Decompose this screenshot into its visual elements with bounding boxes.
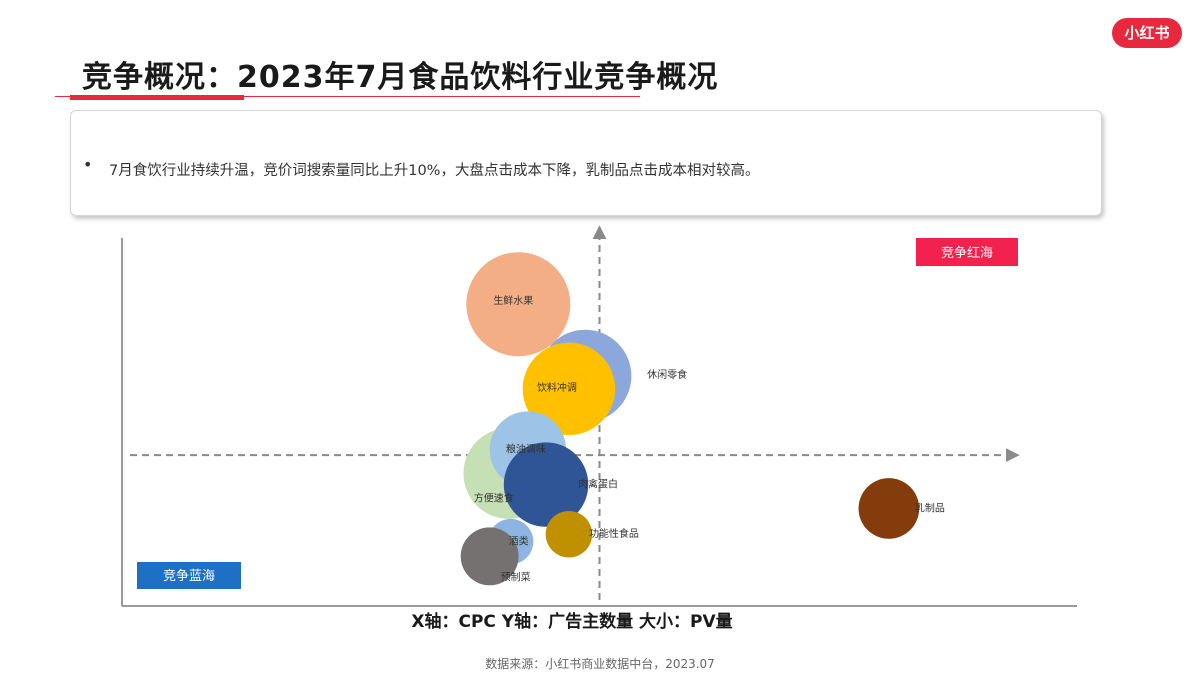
title-underline [55, 96, 640, 97]
bubble-group [460, 252, 920, 586]
summary-text: 7月食饮行业持续升温，竞价词搜索量同比上升10%，大盘点击成本下降，乳制品点击成… [109, 163, 760, 179]
bubble-label-5: 肉禽蛋白 [578, 478, 618, 491]
data-source: 数据来源：小红书商业数据中台，2023.07 [485, 657, 715, 671]
bubble-label-1: 休闲零食 [647, 368, 687, 381]
bubble-label-0: 生鲜水果 [493, 294, 533, 307]
blue-ocean-badge [137, 562, 241, 589]
axis-caption: X轴：CPC Y轴：广告主数量 大小：PV量 [411, 611, 732, 632]
bubble-5 [503, 442, 589, 527]
bubble-0 [466, 252, 571, 357]
bubble-label-4: 粮油调味 [506, 443, 546, 456]
bubble-label-6: 乳制品 [915, 501, 945, 514]
page-title: 竞争概况：2023年7月食品饮料行业竞争概况 [82, 60, 719, 95]
bubble-label-3: 方便速食 [474, 492, 514, 505]
red-ocean-badge [916, 238, 1018, 266]
bubble-label-2: 饮料冲调 [537, 381, 577, 394]
title-underline-accent [70, 95, 244, 100]
bubble-label-8: 酒类 [509, 535, 529, 548]
summary-box: • 7月食饮行业持续升温，竞价词搜索量同比上升10%，大盘点击成本下降，乳制品点… [70, 110, 1102, 216]
bubble-label-7: 功能性食品 [589, 527, 639, 540]
bubble-2 [522, 342, 616, 436]
red-ocean-label: 竞争红海 [941, 245, 993, 261]
bubble-9 [460, 527, 519, 586]
bubble-6 [858, 478, 920, 539]
bubble-7 [545, 510, 593, 558]
xiaohongshu-logo: 小红书 [1112, 18, 1182, 48]
bubble-label-9: 预制菜 [501, 570, 531, 583]
blue-ocean-label: 竞争蓝海 [163, 568, 215, 584]
summary-bullet: • [83, 155, 93, 174]
